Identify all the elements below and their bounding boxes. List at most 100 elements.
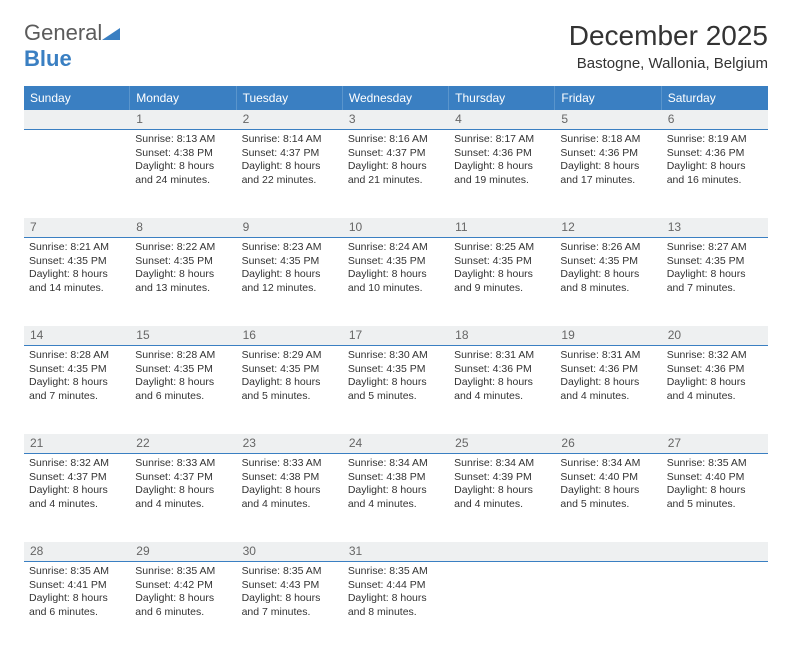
day-cell: Sunrise: 8:23 AMSunset: 4:35 PMDaylight:…	[237, 238, 343, 326]
sunset-text: Sunset: 4:37 PM	[242, 147, 338, 161]
day-cell: Sunrise: 8:21 AMSunset: 4:35 PMDaylight:…	[24, 238, 130, 326]
day-number: 7	[24, 218, 130, 238]
sunset-text: Sunset: 4:35 PM	[667, 255, 763, 269]
daylight-text: Daylight: 8 hours and 5 minutes.	[560, 484, 656, 511]
sunset-text: Sunset: 4:35 PM	[29, 255, 125, 269]
day-number: 24	[343, 434, 449, 454]
daylight-text: Daylight: 8 hours and 5 minutes.	[348, 376, 444, 403]
daylight-text: Daylight: 8 hours and 9 minutes.	[454, 268, 550, 295]
daylight-text: Daylight: 8 hours and 4 minutes.	[29, 484, 125, 511]
day-data-row: Sunrise: 8:32 AMSunset: 4:37 PMDaylight:…	[24, 454, 768, 542]
day-number-row: 78910111213	[24, 218, 768, 238]
day-number: 19	[555, 326, 661, 346]
day-cell: Sunrise: 8:25 AMSunset: 4:35 PMDaylight:…	[449, 238, 555, 326]
sunrise-text: Sunrise: 8:24 AM	[348, 241, 444, 255]
sunrise-text: Sunrise: 8:14 AM	[242, 133, 338, 147]
weekday-header-row: Sunday Monday Tuesday Wednesday Thursday…	[24, 86, 768, 110]
sunrise-text: Sunrise: 8:30 AM	[348, 349, 444, 363]
sunrise-text: Sunrise: 8:26 AM	[560, 241, 656, 255]
sunrise-text: Sunrise: 8:35 AM	[667, 457, 763, 471]
sunset-text: Sunset: 4:35 PM	[242, 363, 338, 377]
day-number: 21	[24, 434, 130, 454]
day-cell: Sunrise: 8:34 AMSunset: 4:40 PMDaylight:…	[555, 454, 661, 542]
sunrise-text: Sunrise: 8:33 AM	[242, 457, 338, 471]
sunrise-text: Sunrise: 8:32 AM	[29, 457, 125, 471]
sunset-text: Sunset: 4:36 PM	[667, 363, 763, 377]
weekday-header: Saturday	[662, 86, 768, 110]
daylight-text: Daylight: 8 hours and 12 minutes.	[242, 268, 338, 295]
daylight-text: Daylight: 8 hours and 19 minutes.	[454, 160, 550, 187]
sunrise-text: Sunrise: 8:35 AM	[135, 565, 231, 579]
daylight-text: Daylight: 8 hours and 5 minutes.	[242, 376, 338, 403]
logo: General Blue	[24, 20, 120, 72]
calendar: Sunday Monday Tuesday Wednesday Thursday…	[24, 86, 768, 650]
sunrise-text: Sunrise: 8:18 AM	[560, 133, 656, 147]
day-cell: Sunrise: 8:14 AMSunset: 4:37 PMDaylight:…	[237, 130, 343, 218]
daylight-text: Daylight: 8 hours and 17 minutes.	[560, 160, 656, 187]
sunrise-text: Sunrise: 8:28 AM	[29, 349, 125, 363]
sunset-text: Sunset: 4:38 PM	[348, 471, 444, 485]
logo-triangle-icon	[102, 26, 120, 40]
sunrise-text: Sunrise: 8:16 AM	[348, 133, 444, 147]
weekday-header: Wednesday	[343, 86, 449, 110]
sunrise-text: Sunrise: 8:22 AM	[135, 241, 231, 255]
sunset-text: Sunset: 4:35 PM	[135, 363, 231, 377]
day-cell: Sunrise: 8:31 AMSunset: 4:36 PMDaylight:…	[555, 346, 661, 434]
sunrise-text: Sunrise: 8:19 AM	[667, 133, 763, 147]
day-number	[555, 542, 661, 562]
sunrise-text: Sunrise: 8:27 AM	[667, 241, 763, 255]
day-number: 10	[343, 218, 449, 238]
day-cell: Sunrise: 8:28 AMSunset: 4:35 PMDaylight:…	[130, 346, 236, 434]
daylight-text: Daylight: 8 hours and 4 minutes.	[348, 484, 444, 511]
sunrise-text: Sunrise: 8:13 AM	[135, 133, 231, 147]
daylight-text: Daylight: 8 hours and 4 minutes.	[454, 484, 550, 511]
daylight-text: Daylight: 8 hours and 4 minutes.	[242, 484, 338, 511]
day-data-row: Sunrise: 8:21 AMSunset: 4:35 PMDaylight:…	[24, 238, 768, 326]
day-number: 22	[130, 434, 236, 454]
sunset-text: Sunset: 4:44 PM	[348, 579, 444, 593]
day-number	[449, 542, 555, 562]
daylight-text: Daylight: 8 hours and 6 minutes.	[135, 376, 231, 403]
day-cell	[449, 562, 555, 650]
day-number: 4	[449, 110, 555, 130]
sunrise-text: Sunrise: 8:35 AM	[348, 565, 444, 579]
day-number: 12	[555, 218, 661, 238]
sunset-text: Sunset: 4:35 PM	[348, 363, 444, 377]
day-number-row: 21222324252627	[24, 434, 768, 454]
day-cell	[662, 562, 768, 650]
sunrise-text: Sunrise: 8:34 AM	[560, 457, 656, 471]
day-cell: Sunrise: 8:27 AMSunset: 4:35 PMDaylight:…	[662, 238, 768, 326]
day-cell: Sunrise: 8:29 AMSunset: 4:35 PMDaylight:…	[237, 346, 343, 434]
day-number: 8	[130, 218, 236, 238]
daylight-text: Daylight: 8 hours and 4 minutes.	[135, 484, 231, 511]
weekday-header: Thursday	[449, 86, 555, 110]
daylight-text: Daylight: 8 hours and 16 minutes.	[667, 160, 763, 187]
day-cell: Sunrise: 8:34 AMSunset: 4:38 PMDaylight:…	[343, 454, 449, 542]
day-number: 27	[662, 434, 768, 454]
daylight-text: Daylight: 8 hours and 21 minutes.	[348, 160, 444, 187]
day-cell: Sunrise: 8:35 AMSunset: 4:40 PMDaylight:…	[662, 454, 768, 542]
weekday-header: Friday	[555, 86, 661, 110]
daylight-text: Daylight: 8 hours and 8 minutes.	[560, 268, 656, 295]
day-cell: Sunrise: 8:24 AMSunset: 4:35 PMDaylight:…	[343, 238, 449, 326]
day-number: 28	[24, 542, 130, 562]
day-cell: Sunrise: 8:35 AMSunset: 4:44 PMDaylight:…	[343, 562, 449, 650]
day-cell: Sunrise: 8:33 AMSunset: 4:38 PMDaylight:…	[237, 454, 343, 542]
daylight-text: Daylight: 8 hours and 4 minutes.	[560, 376, 656, 403]
daylight-text: Daylight: 8 hours and 24 minutes.	[135, 160, 231, 187]
sunset-text: Sunset: 4:37 PM	[29, 471, 125, 485]
day-number: 14	[24, 326, 130, 346]
sunset-text: Sunset: 4:40 PM	[667, 471, 763, 485]
sunset-text: Sunset: 4:42 PM	[135, 579, 231, 593]
day-number	[662, 542, 768, 562]
weekday-header: Monday	[130, 86, 236, 110]
sunset-text: Sunset: 4:35 PM	[560, 255, 656, 269]
day-cell: Sunrise: 8:22 AMSunset: 4:35 PMDaylight:…	[130, 238, 236, 326]
sunrise-text: Sunrise: 8:34 AM	[454, 457, 550, 471]
day-number-row: 14151617181920	[24, 326, 768, 346]
day-number: 15	[130, 326, 236, 346]
daylight-text: Daylight: 8 hours and 8 minutes.	[348, 592, 444, 619]
day-number	[24, 110, 130, 130]
day-cell: Sunrise: 8:13 AMSunset: 4:38 PMDaylight:…	[130, 130, 236, 218]
sunrise-text: Sunrise: 8:25 AM	[454, 241, 550, 255]
